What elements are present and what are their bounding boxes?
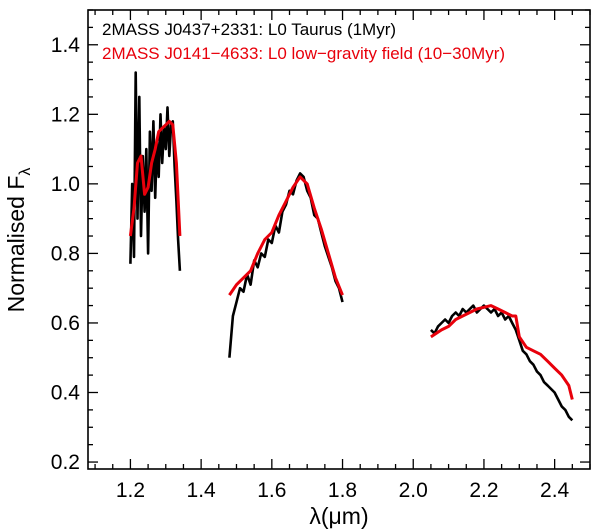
y-tick-label: 0.6	[51, 312, 80, 335]
y-tick-label: 0.4	[51, 382, 81, 405]
x-tick-labels: 1.2 1.4 1.6 1.8 2.0 2.2 2.4	[116, 479, 570, 502]
x-tick-label: 1.8	[328, 479, 357, 502]
series-red-segment-2	[228, 175, 344, 296]
x-tick-label: 1.4	[187, 479, 217, 502]
series-layer	[128, 71, 574, 422]
series-black-segment-3	[429, 304, 574, 422]
y-axis-title-main: Normalised F	[3, 176, 29, 313]
y-tick-label: 1.0	[51, 173, 80, 196]
series-red-segment-1	[128, 119, 182, 237]
legend-entry-red: 2MASS J0141−4633: L0 low−gravity field (…	[102, 44, 505, 63]
plot-frame	[87, 9, 591, 470]
x-tick-label: 2.2	[469, 479, 498, 502]
x-axis-title: λ(μm)	[309, 503, 368, 529]
y-tick-label: 1.4	[51, 34, 81, 57]
x-tick-label: 2.0	[399, 479, 428, 502]
y-tick-label: 0.2	[51, 451, 80, 474]
x-tick-label: 1.6	[257, 479, 286, 502]
y-tick-labels: 0.2 0.4 0.6 0.8 1.0 1.2 1.4	[51, 34, 81, 474]
y-axis-title-subscript: λ	[17, 168, 34, 176]
series-red-segment-3	[430, 304, 574, 400]
x-tick-label: 2.4	[540, 479, 570, 502]
y-axis-title: Normalised Fλ	[3, 168, 34, 313]
legend-entry-black: 2MASS J0437+2331: L0 Taurus (1Myr)	[102, 20, 396, 39]
x-tick-label: 1.2	[116, 479, 145, 502]
y-tick-label: 0.8	[51, 242, 80, 265]
ticks-layer	[88, 9, 591, 469]
y-tick-label: 1.2	[51, 103, 80, 126]
